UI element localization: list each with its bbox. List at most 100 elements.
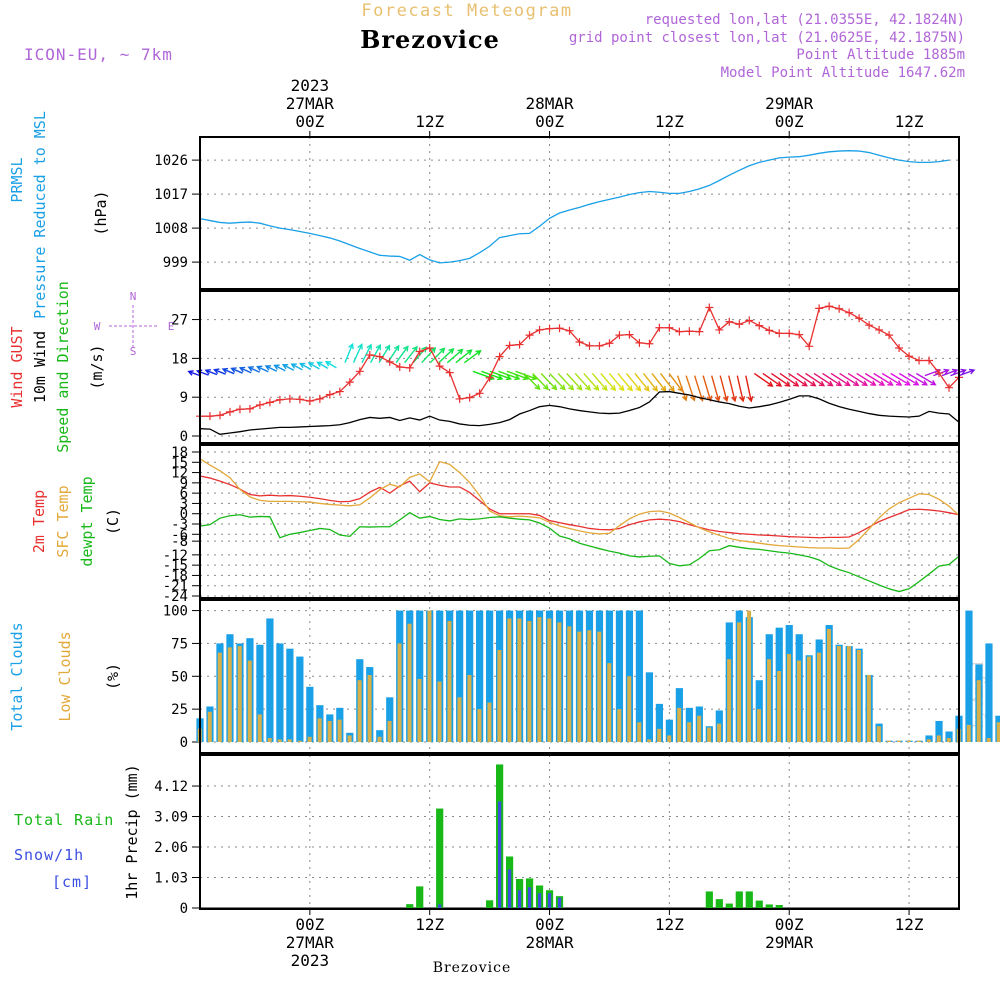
low-cloud-bar [737,622,742,742]
wind-arrow-head [551,384,558,391]
wind-direction-arrow [600,373,616,391]
panel-frame-pressure [199,136,960,290]
precip-legend-label: [cm] [52,873,92,891]
wind-direction-arrow [438,348,454,364]
gust-marker [605,339,614,348]
wind-arrow-head [238,366,246,373]
time-label: 00Z [775,112,804,131]
low-cloud-bar [876,726,881,742]
low-cloud-bar [527,621,532,742]
gust-marker [445,368,454,377]
wind-direction-arrow [532,372,549,390]
ylabel-temperature-0: 2m Temp [30,490,48,553]
ytick-label: 18 [171,351,188,367]
wind-direction-arrow [890,372,910,386]
low-cloud-bar [577,631,582,742]
wind-arrow-head [767,381,774,387]
ytick-label: -24 [163,589,188,605]
wind-arrow-head [281,363,289,370]
wind-arrow-head [403,345,409,352]
wind-direction-arrow [222,368,235,375]
wind-arrow-head [784,381,791,387]
snow-bar [438,904,442,908]
gust-marker [875,325,884,334]
gust-marker [205,412,214,421]
total-cloud-bar [985,643,993,742]
ylabel-clouds-2: (%) [104,663,122,690]
gust-marker [215,411,224,420]
low-cloud-bar [207,711,212,742]
low-cloud-bar [697,715,702,742]
gust-marker [825,302,834,311]
wind-arrow-head [457,348,464,355]
time-label: 12Z [655,915,684,934]
gust-marker [285,394,294,403]
low-cloud-bar [247,660,252,742]
wind-arrow-head [681,395,688,402]
low-cloud-bar [916,740,921,742]
rain-bar [725,903,733,908]
wind-direction-arrow [549,372,566,390]
wind-arrow-head [669,385,675,393]
time-label: 27MAR [286,933,335,952]
low-cloud-bar [886,740,891,742]
wind-arrow-head [348,342,354,350]
wind-direction-arrow [719,375,728,401]
wind-arrow-head [559,384,566,391]
wind-arrow-head [921,380,928,386]
time-label: 29MAR [765,94,814,113]
time-label: 00Z [295,112,324,131]
ytick-label: -3 [171,517,188,533]
wind-arrow-head [878,380,886,386]
low-cloud-bar [727,659,732,742]
ytick-label: 12 [171,466,188,482]
wind-arrow-head [256,365,263,372]
low-cloud-bar [757,709,762,742]
gust-marker [325,390,334,399]
gust-marker [235,405,244,414]
low-cloud-bar [317,718,322,742]
gust-marker [815,304,824,313]
wind-direction-arrow [728,375,736,402]
low-cloud-bar [986,738,991,742]
wind-direction-arrow [566,372,583,391]
wind-direction-arrow [455,349,472,364]
wind-arrow-head [366,343,372,350]
total-cloud-bar [296,656,304,742]
ytick-label: 1.03 [154,871,188,887]
gust-marker [535,325,544,334]
gust-marker [315,394,324,403]
panel-frame-wind [199,290,960,444]
panel-pressure: 999 1008 1017 1026 PRMSL Pressure Reduced to … [8,111,960,319]
total-cloud-bar [416,610,424,742]
total-cloud-bar [665,719,673,742]
ytick-label: 25 [171,702,188,718]
wind-direction-arrow [847,372,868,386]
wind-direction-arrow [481,370,503,380]
rain-bar [755,900,763,908]
total-cloud-bar [935,720,943,742]
gust-marker [225,407,234,416]
gust-marker [735,320,744,329]
gust-marker [345,378,354,387]
ylabel-temperature-1: SFC Temp [54,485,72,557]
wind-direction-arrow [205,369,218,376]
low-cloud-bar [367,674,372,742]
wind-direction-arrow [693,375,704,401]
precip-legend-label: Snow/1h [14,846,84,864]
wind-arrow-head [853,380,860,387]
low-cloud-bar [647,739,652,742]
rain-bar [486,900,494,908]
low-cloud-bar [397,643,402,742]
gust-marker [945,383,954,392]
wind-arrow-head [943,368,950,375]
wind-direction-arrow [214,369,226,375]
wind-direction-arrow [881,372,902,386]
wind-arrow-head [635,385,642,392]
wind-direction-arrow [642,373,658,392]
wind-arrow-head [627,385,633,392]
ytick-label: 9 [180,390,188,406]
gust-marker [395,363,404,371]
